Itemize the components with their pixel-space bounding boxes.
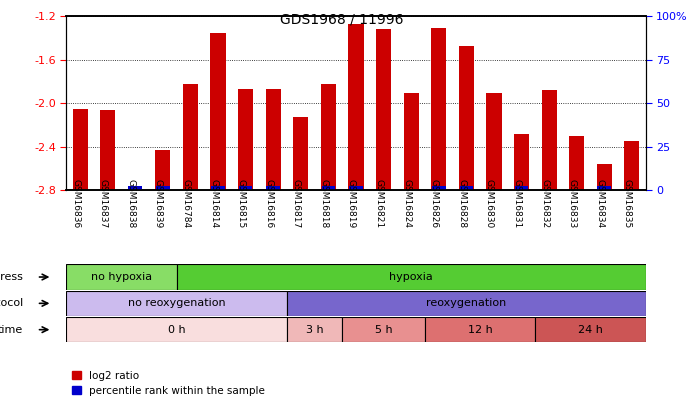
Bar: [73, 109, 88, 190]
Text: GSM16821: GSM16821: [375, 179, 384, 228]
Text: GSM16832: GSM16832: [540, 179, 549, 228]
Text: GSM16836: GSM16836: [71, 179, 80, 228]
Text: no reoxygenation: no reoxygenation: [128, 298, 225, 308]
Bar: [535, 317, 646, 342]
Bar: [376, 29, 391, 190]
Bar: [177, 264, 646, 290]
Bar: [487, 94, 501, 190]
Bar: [425, 317, 535, 342]
Text: GSM16839: GSM16839: [154, 179, 163, 228]
Text: GSM16816: GSM16816: [265, 179, 273, 228]
Bar: [287, 317, 342, 342]
Bar: [293, 117, 309, 190]
Text: GSM16828: GSM16828: [457, 179, 466, 228]
Text: GSM16814: GSM16814: [209, 179, 218, 228]
Text: GSM16815: GSM16815: [237, 179, 246, 228]
Text: stress: stress: [0, 272, 23, 282]
Bar: [348, 24, 364, 190]
Bar: [431, 28, 446, 190]
Text: 0 h: 0 h: [168, 325, 186, 335]
Bar: [239, 186, 253, 190]
Bar: [100, 110, 115, 190]
Bar: [267, 186, 280, 190]
Bar: [66, 317, 287, 342]
Bar: [266, 89, 281, 190]
Text: GSM16819: GSM16819: [347, 179, 356, 228]
Bar: [514, 134, 529, 190]
Text: GSM16837: GSM16837: [98, 179, 107, 228]
Text: GDS1968 / 11996: GDS1968 / 11996: [281, 12, 403, 26]
Text: GSM16833: GSM16833: [567, 179, 577, 228]
Bar: [342, 317, 425, 342]
Bar: [432, 186, 445, 190]
Text: GSM16831: GSM16831: [512, 179, 521, 228]
Bar: [459, 46, 474, 190]
Bar: [211, 32, 225, 190]
Text: 12 h: 12 h: [468, 325, 493, 335]
Text: protocol: protocol: [0, 298, 23, 308]
Text: GSM16830: GSM16830: [485, 179, 494, 228]
Bar: [569, 136, 584, 190]
Text: 5 h: 5 h: [375, 325, 392, 335]
Text: GSM16838: GSM16838: [126, 179, 135, 228]
Bar: [597, 164, 612, 190]
Bar: [542, 90, 557, 190]
Bar: [403, 94, 419, 190]
Bar: [211, 186, 225, 190]
Bar: [287, 291, 646, 316]
Text: GSM16826: GSM16826: [430, 179, 439, 228]
Bar: [514, 186, 528, 190]
Text: GSM16817: GSM16817: [292, 179, 301, 228]
Text: GSM16834: GSM16834: [595, 179, 604, 228]
Text: hypoxia: hypoxia: [389, 272, 433, 282]
Bar: [155, 150, 170, 190]
Bar: [349, 186, 363, 190]
Bar: [156, 186, 170, 190]
Text: GSM16818: GSM16818: [320, 179, 328, 228]
Bar: [321, 84, 336, 190]
Text: time: time: [0, 325, 23, 335]
Text: GSM16835: GSM16835: [623, 179, 632, 228]
Text: no hypoxia: no hypoxia: [91, 272, 152, 282]
Text: GSM16824: GSM16824: [402, 179, 411, 228]
Bar: [624, 141, 639, 190]
Bar: [66, 291, 287, 316]
Bar: [183, 84, 198, 190]
Bar: [459, 186, 473, 190]
Bar: [66, 264, 177, 290]
Bar: [238, 89, 253, 190]
Text: 24 h: 24 h: [578, 325, 603, 335]
Text: reoxygenation: reoxygenation: [426, 298, 507, 308]
Bar: [597, 186, 611, 190]
Bar: [322, 186, 335, 190]
Text: GSM16784: GSM16784: [181, 179, 191, 228]
Bar: [128, 186, 142, 190]
Text: 3 h: 3 h: [306, 325, 323, 335]
Legend: log2 ratio, percentile rank within the sample: log2 ratio, percentile rank within the s…: [71, 371, 265, 396]
